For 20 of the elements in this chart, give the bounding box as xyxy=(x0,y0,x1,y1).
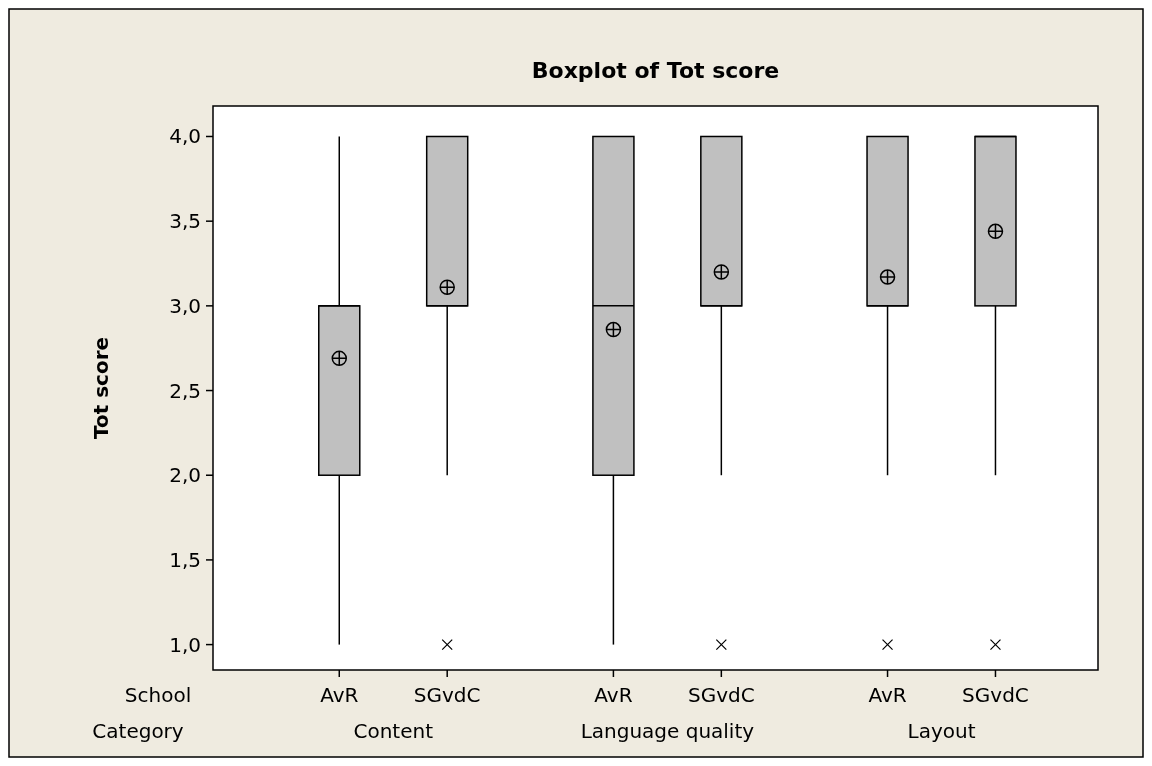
text: Category xyxy=(92,719,184,743)
chart-title: Boxplot of Tot score xyxy=(531,58,780,83)
y-axis-title: Tot score xyxy=(89,336,113,440)
text: Layout xyxy=(907,719,976,743)
x-tick-label: SGvdC xyxy=(962,683,1029,707)
x-tick-label: AvR xyxy=(868,683,907,707)
x-tick-label: AvR xyxy=(320,683,359,707)
x-tick-label: SGvdC xyxy=(687,683,755,707)
y-tick-label: 3,0 xyxy=(169,293,201,318)
y-tick-label: 4,0 xyxy=(169,124,201,149)
y-tick-label: 1,5 xyxy=(169,547,201,572)
x-tick-label: SGvdC xyxy=(413,683,481,707)
text: Content xyxy=(353,719,434,743)
y-tick-label: 2,5 xyxy=(169,378,201,403)
text: Language quality xyxy=(580,719,755,743)
text: School xyxy=(124,683,192,707)
y-tick-label: 3,5 xyxy=(169,209,201,234)
y-tick-label: 1,0 xyxy=(169,632,201,657)
x-tick-label: AvR xyxy=(594,683,633,707)
y-tick-label: 2,0 xyxy=(169,463,201,488)
